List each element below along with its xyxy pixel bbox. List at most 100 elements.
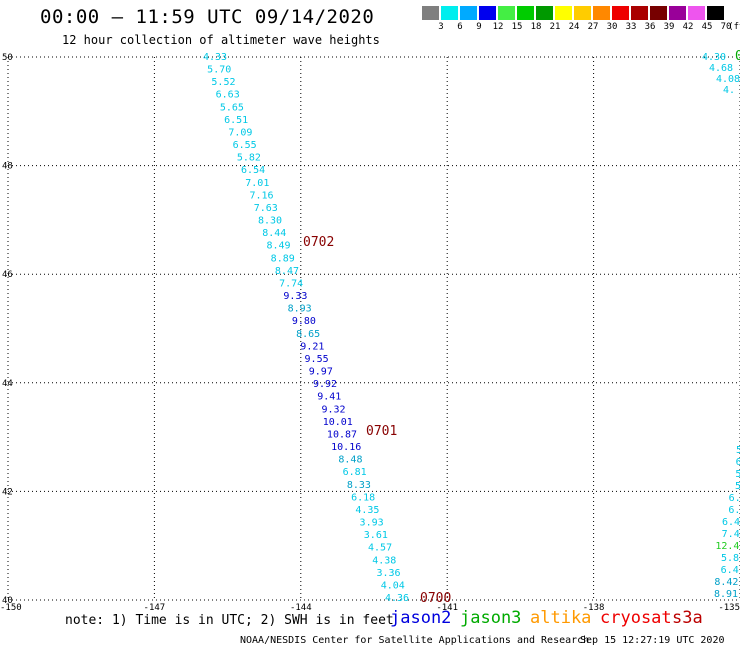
wave-height-value: 12.4 — [715, 541, 739, 552]
longitude-tick-label: -144 — [290, 603, 312, 613]
wave-height-value: 8.30 — [258, 216, 282, 227]
legend-label: 12 — [492, 22, 504, 32]
longitude-tick-label: -150 — [0, 603, 22, 613]
wave-height-value: 8.89 — [271, 253, 295, 264]
wave-height-value: 7.09 — [228, 127, 252, 138]
legend-swatch — [574, 6, 591, 20]
legend-swatch — [422, 6, 439, 20]
wave-height-value: 9.21 — [300, 341, 324, 352]
latitude-tick-label: 44 — [2, 379, 13, 389]
latitude-tick-label: 42 — [2, 487, 13, 497]
legend-swatch — [612, 6, 629, 20]
wave-height-value: 6.55 — [233, 140, 257, 151]
latitude-tick-label: 46 — [2, 270, 13, 280]
wave-height-value: 4.08 — [716, 74, 740, 85]
legend-swatch — [498, 6, 515, 20]
wave-height-value: 8.47 — [275, 266, 299, 277]
wave-height-value: 5 — [735, 481, 740, 492]
wave-height-value: 4.30 — [702, 52, 726, 63]
legend-swatch — [631, 6, 648, 20]
wave-height-value: 9.33 — [283, 291, 307, 302]
satellite-name-cryosat: cryosat — [600, 608, 672, 628]
wave-height-value: 8.49 — [266, 241, 290, 252]
satellite-name-s3a: s3a — [672, 608, 703, 628]
wave-height-value: 3.36 — [376, 568, 400, 579]
legend-swatch — [669, 6, 686, 20]
legend-label: 45 — [701, 22, 713, 32]
wave-height-value: 9.80 — [292, 316, 316, 327]
legend-label: 18 — [530, 22, 542, 32]
wave-height-value: 7.4 — [722, 529, 740, 540]
wave-height-value: 8.42 — [714, 577, 738, 588]
wave-height-value: 9.92 — [313, 379, 337, 390]
pass-time-label: 0700 — [420, 591, 451, 606]
wave-height-value: 8.65 — [296, 329, 320, 340]
wave-height-value: 5.8 — [721, 553, 739, 564]
wave-height-value: 6.63 — [216, 90, 240, 101]
wave-height-value: 5 — [736, 445, 740, 456]
footer-timestamp: Sep 15 12:27:19 UTC 2020 — [580, 635, 725, 646]
longitude-tick-label: -135 — [718, 603, 740, 613]
wave-height-value: 9.55 — [305, 354, 329, 365]
legend-swatch — [650, 6, 667, 20]
wave-height-value: 6.54 — [241, 165, 265, 176]
legend-swatch — [517, 6, 534, 20]
wave-height-value: 9.97 — [309, 367, 333, 378]
legend-label: 33 — [625, 22, 637, 32]
wave-height-value: 6.18 — [351, 492, 375, 503]
legend-label: 30 — [606, 22, 618, 32]
wave-height-value: 6.4 — [722, 517, 740, 528]
wave-height-value: 10.01 — [323, 417, 353, 428]
wave-height-value: 4.36 — [385, 593, 409, 604]
legend-swatch — [479, 6, 496, 20]
latitude-tick-label: 40 — [2, 596, 13, 606]
wave-height-value: 4. — [723, 85, 735, 96]
legend-label: 70 — [720, 22, 732, 32]
legend-label: 9 — [476, 22, 482, 32]
wave-height-value: 9.41 — [317, 392, 341, 403]
wave-height-value: 6 — [736, 457, 740, 468]
wave-height-value: 7.16 — [250, 190, 274, 201]
wave-height-value: 6.81 — [343, 467, 367, 478]
legend-swatch — [536, 6, 553, 20]
wave-height-value: 10.16 — [331, 442, 361, 453]
wave-height-value: 6.4 — [721, 565, 739, 576]
legend-label: 42 — [682, 22, 694, 32]
wave-height-value: 5.52 — [211, 77, 235, 88]
longitude-tick-label: -141 — [436, 603, 458, 613]
wave-height-value: 5 — [735, 469, 740, 480]
wave-height-value: 4.57 — [368, 543, 392, 554]
satellite-name-jason3: jason3 — [460, 608, 522, 628]
legend-label: 27 — [587, 22, 599, 32]
latitude-tick-label: 48 — [2, 162, 13, 172]
legend-label: 36 — [644, 22, 656, 32]
wave-height-value: 8.44 — [262, 228, 286, 239]
wave-height-value: 9.32 — [321, 404, 345, 415]
wave-height-value: 8.91 — [714, 589, 738, 600]
satellite-name-altika: altika — [530, 608, 592, 628]
legend-label: 39 — [663, 22, 675, 32]
satellite-name-jason2: jason2 — [390, 608, 452, 628]
longitude-tick-label: -138 — [583, 603, 605, 613]
page-subtitle: 12 hour collection of altimeter wave hei… — [62, 33, 380, 47]
wave-height-value: 8.48 — [338, 455, 362, 466]
wave-height-value: 4.68 — [709, 63, 733, 74]
legend-label: 3 — [438, 22, 444, 32]
wave-height-value: 3.61 — [364, 530, 388, 541]
wave-height-value: 3.93 — [360, 518, 384, 529]
wave-height-value: 4.33 — [203, 52, 227, 63]
wave-height-value: 7.01 — [245, 178, 269, 189]
legend-label: 6 — [457, 22, 463, 32]
legend-swatch — [688, 6, 705, 20]
wave-height-value: 5.70 — [207, 65, 231, 76]
longitude-tick-label: -147 — [144, 603, 166, 613]
wave-height-value: 7.74 — [279, 278, 303, 289]
pass-time-label: 0702 — [303, 235, 334, 250]
wave-height-value: 8.93 — [288, 304, 312, 315]
wave-height-value: 4.04 — [381, 580, 405, 591]
legend-swatch — [593, 6, 610, 20]
legend-label: 15 — [511, 22, 523, 32]
page-title: 00:00 – 11:59 UTC 09/14/2020 — [40, 6, 375, 28]
